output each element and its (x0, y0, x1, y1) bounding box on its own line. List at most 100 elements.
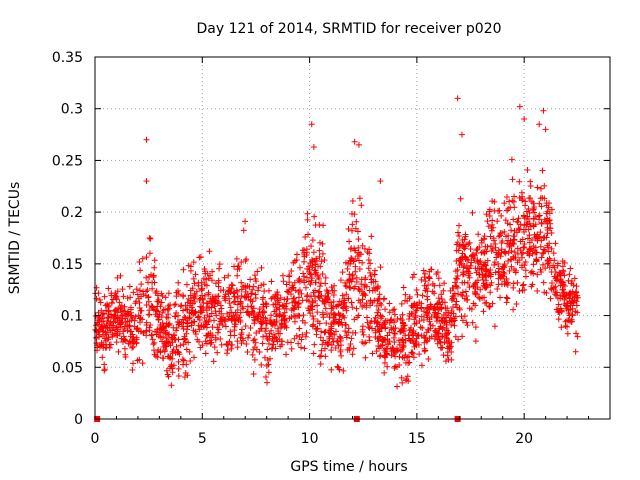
data-point (328, 284, 335, 291)
data-point (472, 265, 479, 272)
data-point (365, 256, 372, 263)
data-point (363, 304, 370, 311)
data-point (400, 284, 407, 291)
data-point (472, 291, 479, 298)
data-point (424, 296, 431, 303)
data-point (448, 310, 455, 317)
data-point (349, 271, 356, 278)
data-point (447, 343, 454, 350)
data-point (481, 250, 488, 257)
data-point (326, 314, 333, 321)
data-point (249, 351, 256, 358)
data-point (185, 262, 192, 269)
data-point (421, 348, 428, 355)
data-point (366, 325, 373, 332)
data-point (273, 306, 280, 313)
data-point (494, 286, 501, 293)
data-point (418, 313, 425, 320)
data-point (527, 195, 534, 202)
data-point (188, 319, 195, 326)
data-point (522, 267, 529, 274)
data-point (195, 338, 202, 345)
data-point (101, 366, 108, 373)
data-point (541, 182, 548, 189)
data-point (248, 303, 255, 310)
data-point (251, 336, 258, 343)
y-tick-label: 0.3 (61, 102, 83, 118)
data-point (414, 332, 421, 339)
data-point (238, 340, 245, 347)
data-point (466, 270, 473, 277)
data-point (310, 321, 317, 328)
data-point (557, 305, 564, 312)
data-point (309, 275, 316, 282)
data-point (108, 321, 115, 328)
data-point (260, 301, 267, 308)
data-point (272, 293, 279, 300)
data-point (516, 226, 523, 233)
data-point (237, 298, 244, 305)
data-point (215, 298, 222, 305)
data-point (482, 243, 489, 250)
data-point (537, 185, 544, 192)
data-point (381, 295, 388, 302)
data-point (317, 280, 324, 287)
data-point (412, 338, 419, 345)
data-point (348, 335, 355, 342)
data-point (185, 295, 192, 302)
data-point (365, 265, 372, 272)
data-point (180, 361, 187, 368)
data-point (309, 313, 316, 320)
data-point (356, 265, 363, 272)
data-point (126, 283, 133, 290)
data-point (406, 295, 413, 302)
data-point (487, 267, 494, 274)
data-point (258, 264, 265, 271)
data-point (372, 278, 379, 285)
data-point (277, 343, 284, 350)
data-point (520, 281, 527, 288)
data-point (414, 304, 421, 311)
data-point (167, 342, 174, 349)
data-point (336, 298, 343, 305)
data-point (205, 275, 212, 282)
data-point (440, 287, 447, 294)
data-point (495, 275, 502, 282)
data-point (195, 282, 202, 289)
data-point (226, 300, 233, 307)
data-point (421, 274, 428, 281)
data-point (154, 348, 161, 355)
data-point (433, 301, 440, 308)
data-point (399, 311, 406, 318)
data-point (382, 337, 389, 344)
data-point (416, 299, 423, 306)
data-point (408, 311, 415, 318)
data-point (364, 319, 371, 326)
data-point (166, 320, 173, 327)
data-point (305, 278, 312, 285)
data-point (283, 305, 290, 312)
data-point (262, 328, 269, 335)
data-point (126, 322, 133, 329)
data-point (295, 294, 302, 301)
data-point (344, 265, 351, 272)
data-point (191, 354, 198, 361)
data-point (309, 258, 316, 265)
data-point (477, 286, 484, 293)
data-point (316, 288, 323, 295)
data-point (151, 257, 158, 264)
data-point (211, 344, 218, 351)
data-point (181, 336, 188, 343)
data-point (211, 317, 218, 324)
data-point (522, 273, 529, 280)
data-point (367, 260, 374, 267)
data-point (127, 333, 134, 340)
data-point (229, 282, 236, 289)
data-point (113, 295, 120, 302)
data-point (118, 319, 125, 326)
data-point (352, 225, 359, 232)
data-point (242, 218, 249, 225)
data-point (521, 222, 528, 229)
data-point (165, 305, 172, 312)
data-point (355, 141, 362, 148)
